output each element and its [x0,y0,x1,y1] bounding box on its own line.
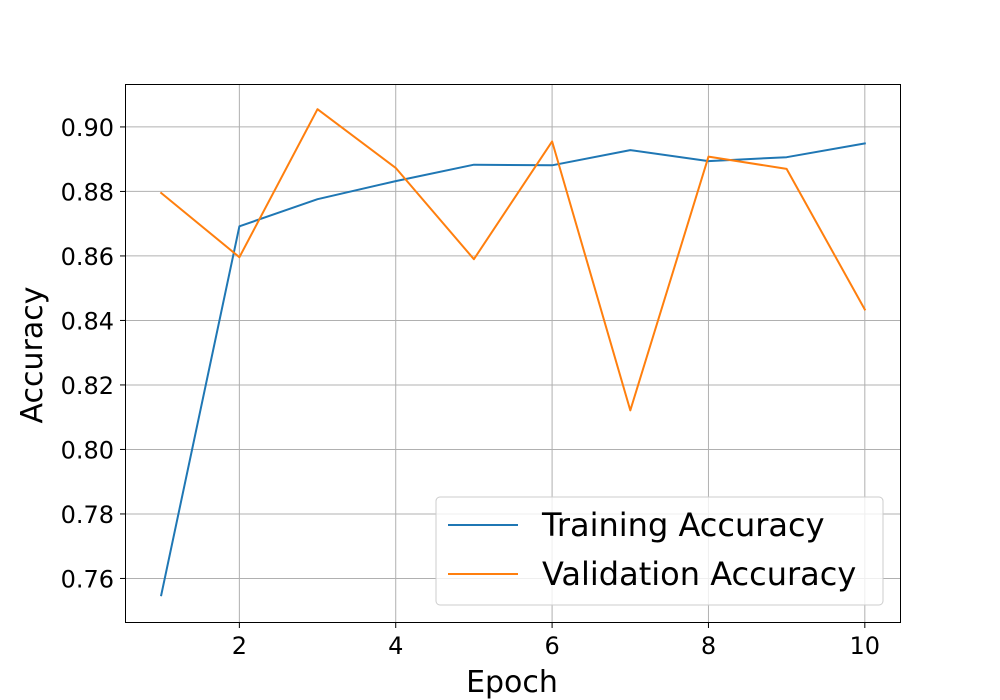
x-axis: 2 4 6 8 10 [232,622,880,660]
y-tick-label: 0.88 [61,178,114,206]
x-tick-label: 10 [850,632,881,660]
legend: Training Accuracy Validation Accuracy [435,496,884,606]
y-tick-label: 0.84 [61,307,114,335]
x-tick-label: 2 [232,632,247,660]
y-axis: 0.76 0.78 0.80 0.82 0.84 0.86 0.88 0.90 [61,114,126,593]
y-tick-label: 0.76 [61,565,114,593]
series-line-validation [159,108,867,412]
x-axis-title: Epoch [466,665,558,700]
legend-label-validation: Validation Accuracy [542,555,856,593]
y-tick-label: 0.78 [61,501,114,529]
x-tick-label: 6 [544,632,559,660]
series-line-training [160,142,866,597]
x-tick-label: 4 [388,632,403,660]
y-tick-label: 0.82 [61,372,114,400]
plot-frame [125,84,901,623]
legend-box [435,496,884,606]
series-layer [159,108,867,597]
legend-label-training: Training Accuracy [541,506,825,544]
y-tick-label: 0.80 [61,436,114,464]
y-tick-label: 0.86 [61,243,114,271]
y-tick-label: 0.90 [61,114,114,142]
y-axis-title: Accuracy [15,287,50,424]
x-tick-label: 8 [701,632,716,660]
